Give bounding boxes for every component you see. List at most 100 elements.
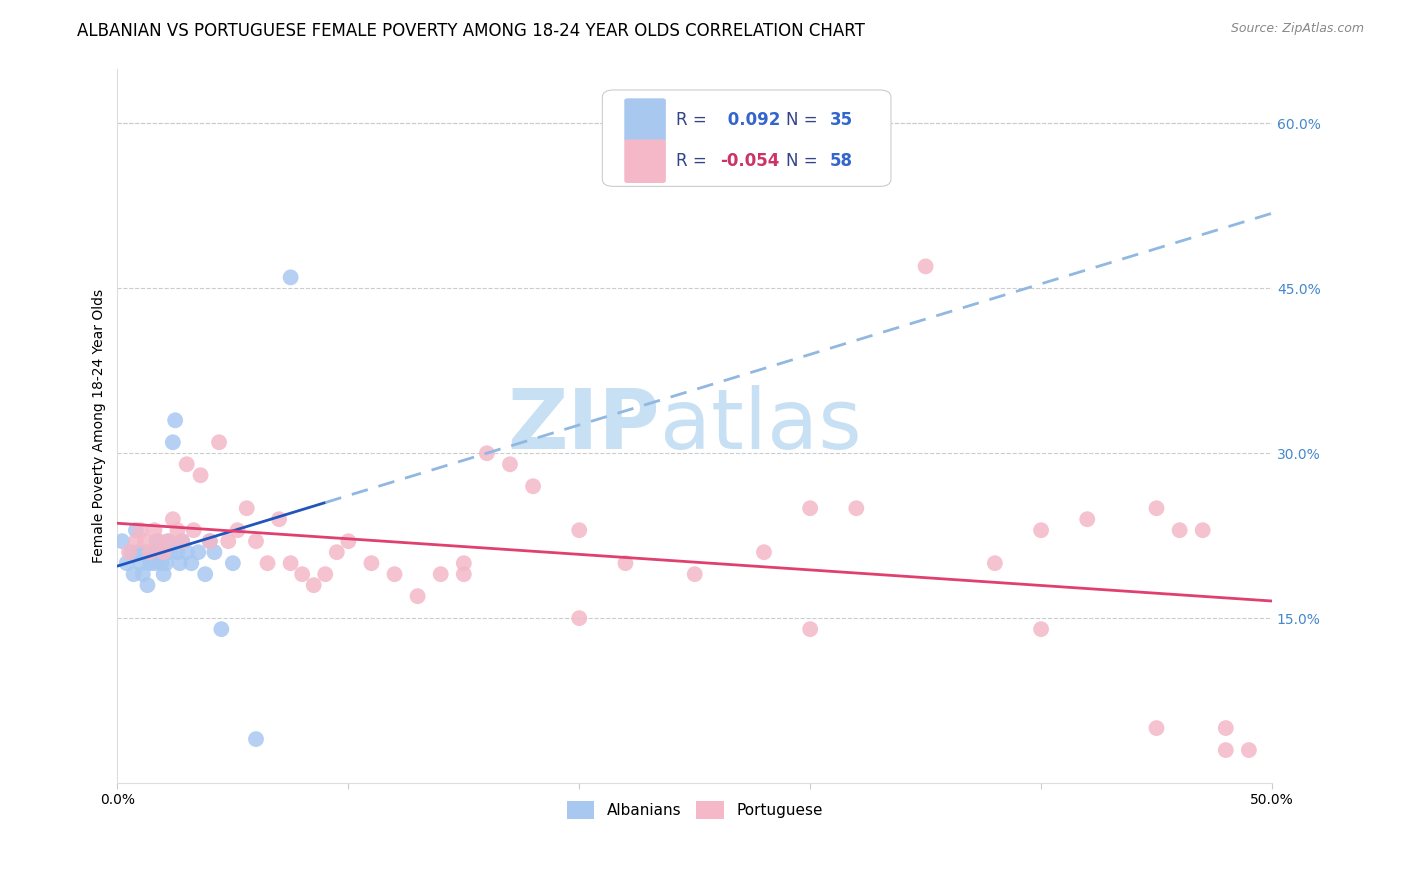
- Point: [148, 545, 170, 559]
- Point: [429, 567, 451, 582]
- Point: [799, 501, 821, 516]
- Point: [845, 501, 868, 516]
- Point: [145, 534, 167, 549]
- Point: [475, 446, 498, 460]
- Point: [198, 534, 221, 549]
- Point: [326, 545, 349, 559]
- Point: [122, 567, 145, 582]
- Point: [134, 545, 156, 559]
- Point: [139, 556, 162, 570]
- Point: [198, 534, 221, 549]
- Legend: Albanians, Portuguese: Albanians, Portuguese: [561, 795, 828, 825]
- Point: [1029, 523, 1052, 537]
- Point: [291, 567, 314, 582]
- Point: [120, 545, 142, 559]
- Point: [152, 545, 174, 559]
- Point: [1215, 721, 1237, 735]
- Point: [280, 270, 302, 285]
- Point: [1191, 523, 1213, 537]
- Point: [337, 534, 360, 549]
- Point: [172, 534, 194, 549]
- Point: [180, 556, 202, 570]
- Point: [125, 523, 148, 537]
- Point: [129, 523, 152, 537]
- Point: [614, 556, 637, 570]
- Text: R =: R =: [676, 112, 713, 129]
- Text: N =: N =: [786, 153, 823, 170]
- Point: [204, 545, 226, 559]
- Point: [148, 534, 170, 549]
- Point: [245, 732, 267, 747]
- Point: [453, 567, 475, 582]
- Point: [157, 534, 180, 549]
- Point: [209, 622, 232, 636]
- Point: [139, 545, 162, 559]
- Point: [226, 523, 249, 537]
- Point: [499, 457, 522, 471]
- Text: ALBANIAN VS PORTUGUESE FEMALE POVERTY AMONG 18-24 YEAR OLDS CORRELATION CHART: ALBANIAN VS PORTUGUESE FEMALE POVERTY AM…: [77, 22, 865, 40]
- Point: [157, 534, 180, 549]
- Point: [129, 556, 152, 570]
- Text: -0.054: -0.054: [720, 153, 779, 170]
- Point: [1168, 523, 1191, 537]
- Point: [314, 567, 336, 582]
- Point: [127, 545, 149, 559]
- Point: [111, 534, 134, 549]
- FancyBboxPatch shape: [624, 98, 666, 142]
- Point: [799, 622, 821, 636]
- Point: [235, 501, 257, 516]
- FancyBboxPatch shape: [624, 139, 666, 183]
- Point: [1215, 743, 1237, 757]
- Y-axis label: Female Poverty Among 18-24 Year Olds: Female Poverty Among 18-24 Year Olds: [93, 289, 107, 563]
- Point: [141, 545, 163, 559]
- Point: [280, 556, 302, 570]
- Text: N =: N =: [786, 112, 823, 129]
- Point: [176, 545, 198, 559]
- Point: [245, 534, 267, 549]
- Point: [150, 556, 173, 570]
- Point: [256, 556, 278, 570]
- Point: [208, 435, 231, 450]
- Point: [217, 534, 239, 549]
- Point: [172, 534, 194, 549]
- Point: [267, 512, 290, 526]
- Point: [162, 512, 184, 526]
- Point: [165, 413, 187, 427]
- Point: [166, 545, 188, 559]
- Point: [406, 589, 429, 603]
- Point: [360, 556, 382, 570]
- Point: [132, 567, 155, 582]
- Point: [568, 611, 591, 625]
- Point: [522, 479, 544, 493]
- Point: [1146, 501, 1168, 516]
- Point: [752, 545, 775, 559]
- Point: [190, 468, 212, 483]
- Point: [384, 567, 406, 582]
- Point: [1146, 721, 1168, 735]
- Point: [176, 457, 198, 471]
- Point: [136, 578, 159, 592]
- Point: [152, 567, 174, 582]
- Point: [453, 556, 475, 570]
- Point: [155, 556, 177, 570]
- Point: [194, 567, 217, 582]
- Point: [1029, 622, 1052, 636]
- Point: [162, 435, 184, 450]
- Point: [1076, 512, 1098, 526]
- Text: 58: 58: [830, 153, 853, 170]
- Point: [143, 523, 166, 537]
- Text: 0.092: 0.092: [723, 112, 780, 129]
- Point: [984, 556, 1007, 570]
- Point: [222, 556, 245, 570]
- Point: [118, 545, 141, 559]
- Text: ZIP: ZIP: [508, 385, 659, 467]
- Text: R =: R =: [676, 153, 713, 170]
- Point: [143, 556, 166, 570]
- Point: [183, 523, 205, 537]
- Point: [125, 534, 148, 549]
- Point: [1237, 743, 1260, 757]
- Point: [568, 523, 591, 537]
- Text: Source: ZipAtlas.com: Source: ZipAtlas.com: [1230, 22, 1364, 36]
- FancyBboxPatch shape: [602, 90, 891, 186]
- Point: [166, 523, 188, 537]
